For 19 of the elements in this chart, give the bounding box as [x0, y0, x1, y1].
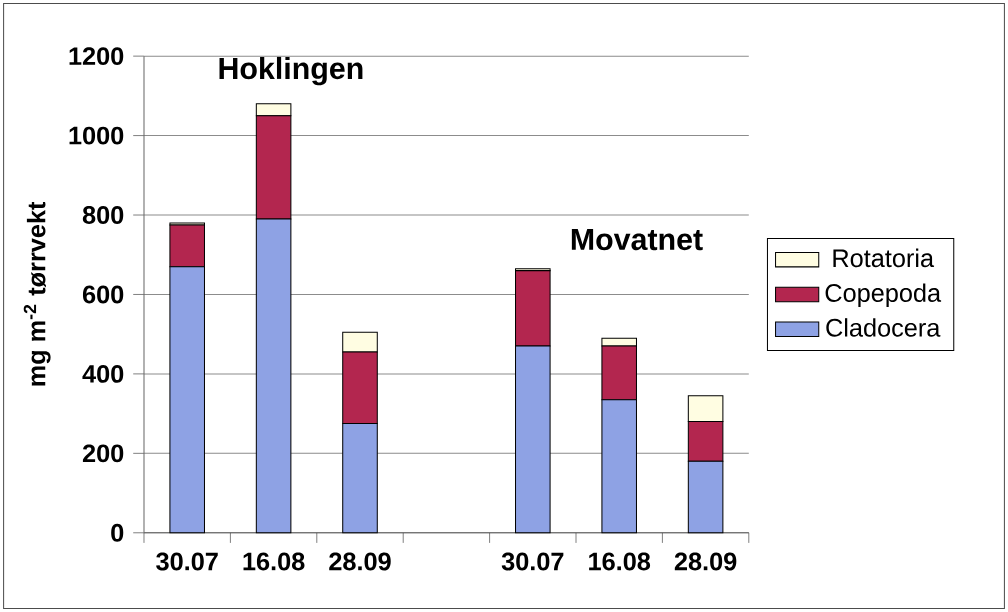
x-tick-label: 28.09	[674, 552, 737, 571]
x-tick-label: 30.07	[156, 552, 218, 571]
y-tick-label: 600	[82, 285, 124, 304]
annotation: Hoklingen	[219, 56, 363, 86]
y-tick-label: 0	[111, 523, 124, 542]
y-axis-title: mg m$^{-2}$ tørrvekt	[23, 201, 51, 386]
y-tick-label: 200	[82, 444, 124, 463]
legend-label: Copepoda	[825, 283, 942, 307]
annotation: Movatnet	[571, 229, 703, 251]
legend-label: Rotatoria	[833, 248, 935, 268]
y-tick-label: 1200	[69, 47, 124, 66]
y-tick-label: 1000	[69, 126, 124, 145]
x-tick-label: 16.08	[243, 552, 305, 571]
y-tick-label: 400	[82, 364, 124, 383]
x-tick-label: 30.07	[501, 552, 564, 571]
y-tick-label: 800	[82, 206, 124, 224]
legend-label: Cladocera	[826, 318, 941, 337]
x-tick-label: 16.08	[589, 552, 651, 571]
x-tick-label: 28.09	[329, 552, 391, 571]
